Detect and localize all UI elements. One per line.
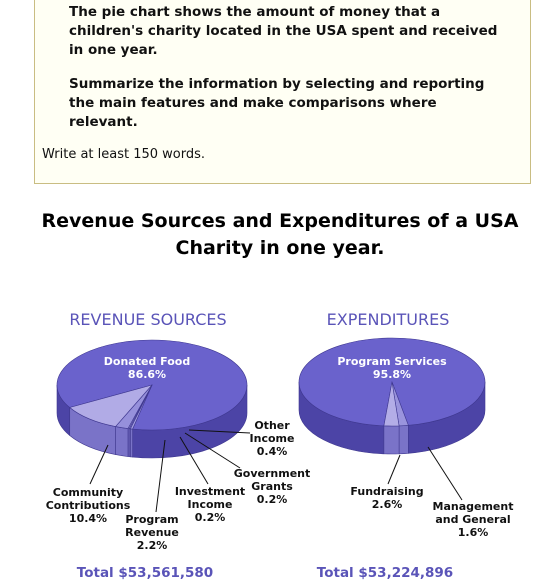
slice-value-label: 0.2% [194,511,226,524]
slice-value-label: 95.8% [372,368,412,381]
pie-side [130,428,133,458]
slice-value-label: 2.2% [136,539,168,552]
leader-line [427,446,463,501]
slice-label: Program Revenue [125,513,179,539]
slice-label: Other Income [249,419,295,445]
slice-value-label: 0.2% [256,493,288,506]
pie-slice [383,381,400,427]
slice-value-label: 1.6% [457,526,489,539]
chart-total: Total $53,561,580 [76,565,214,581]
slice-value-label: 0.4% [256,445,288,458]
slice-label: Program Services [337,355,447,368]
slice-label: Fundraising [350,485,424,498]
slice-label: Donated Food [103,355,191,368]
slice-label: Government Grants [233,467,311,493]
slice-label: Community Contributions [45,486,131,512]
chart-subtitle: EXPENDITURES [326,310,450,329]
leader-line [89,444,109,485]
leader-line [387,454,401,485]
pie-side [398,424,409,455]
chart-total: Total $53,224,896 [316,565,454,581]
slice-label: Investment Income [174,485,246,511]
prompt-paragraph: The pie chart shows the amount of money … [69,4,498,58]
slice-value-label: 10.4% [68,512,108,525]
slice-value-label: 86.6% [127,368,167,381]
slice-value-label: 2.6% [371,498,403,511]
pie-slice [298,337,486,427]
leader-line [155,439,166,513]
chart-subtitle: REVENUE SOURCES [69,310,227,329]
pie-slice [69,384,153,427]
pie-side [383,425,400,455]
prompt-note: Write at least 150 words. [42,147,206,162]
leader-line [188,429,251,434]
leader-line [184,432,241,469]
leader-line [179,436,209,485]
chart-title: Revenue Sources and Expenditures of a US… [41,210,519,259]
prompt-box: The pie chart shows the amount of money … [34,0,531,184]
pie-side [115,426,129,457]
prompt-paragraph: Summarize the information by selecting a… [69,76,485,130]
slice-label: Management and General [432,500,514,526]
